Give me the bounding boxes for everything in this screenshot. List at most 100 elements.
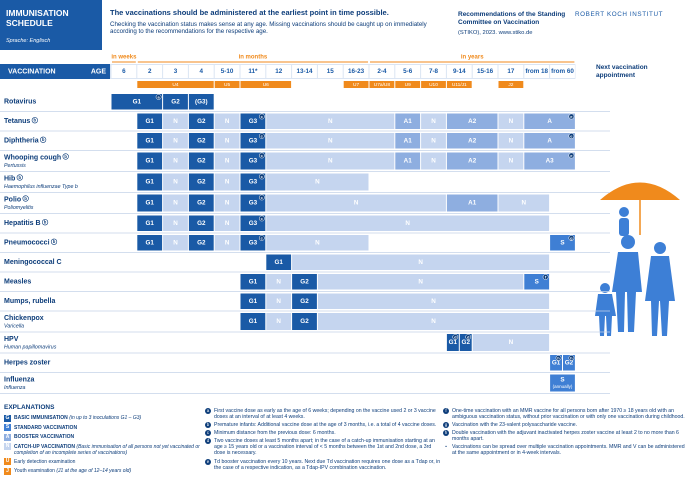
- vaccination-n: [163, 133, 188, 149]
- vaccination-label: G1: [249, 298, 258, 305]
- footnote-text: One-time vaccination with an MMR vaccine…: [452, 407, 685, 420]
- footnote-marker: [155, 94, 162, 100]
- legend-detail: (J1 at the age of 12–14 years old): [56, 468, 132, 474]
- vaccination-g: [188, 113, 214, 129]
- legend-label: Early detection examination: [14, 458, 76, 465]
- vaccination-label: G3: [249, 200, 258, 207]
- unit-label: in weeks: [111, 55, 137, 61]
- vaccination-label: S: [560, 239, 564, 246]
- checkup-label: U5: [224, 82, 230, 88]
- footnote-marker: [50, 238, 58, 245]
- vaccination-label: N: [225, 137, 230, 144]
- footnote-marker-label: a: [157, 94, 160, 99]
- vaccination-label: G1: [145, 158, 154, 165]
- legend-label: STANDARD VACCINATION: [14, 424, 78, 431]
- vaccination-label: N: [276, 318, 281, 325]
- age-label: 6: [122, 68, 126, 75]
- legend-key: N: [4, 443, 11, 450]
- vaccination-label: G1: [145, 200, 154, 207]
- footnote-key: h: [443, 429, 449, 436]
- vaccination-label: N: [418, 278, 423, 285]
- checkup-box: [498, 81, 524, 88]
- vaccine-name: Tetanus: [4, 118, 30, 125]
- vaccination-n: [421, 113, 446, 129]
- vaccination-label: N: [276, 278, 281, 285]
- footnote-marker-label: c: [261, 133, 264, 138]
- footnote-text: First vaccine dose as early as the age o…: [214, 407, 436, 420]
- vaccination-n: [266, 173, 369, 191]
- vaccination-n: [498, 152, 524, 170]
- vaccination-label: G2: [300, 318, 309, 325]
- vaccination-header: VACCINATION: [8, 68, 56, 75]
- vaccination-n: [498, 194, 550, 212]
- footnote-marker-label: d: [467, 334, 470, 339]
- footnote-marker: [568, 152, 575, 159]
- footnote-marker: [41, 219, 49, 226]
- vaccination-label: N: [225, 179, 230, 186]
- footnote-marker: [31, 117, 38, 124]
- checkup-label: U7: [353, 82, 359, 88]
- checkup-label: U9: [405, 82, 411, 88]
- vaccination-n: [266, 133, 395, 149]
- vaccination-label: N: [509, 118, 514, 125]
- age-cell: [395, 65, 421, 78]
- footnote-text: Vaccination with the 23-valent polysacch…: [452, 421, 578, 428]
- legend-key: A: [4, 433, 11, 441]
- vaccine-name: Meningococcal C: [4, 259, 62, 266]
- vaccine-subname: Varicella: [4, 323, 24, 329]
- vaccination-g: [188, 235, 214, 251]
- legend-text: STANDARD VACCINATION: [14, 425, 204, 431]
- vaccination-label: N: [354, 200, 359, 207]
- footnote-key: b: [205, 421, 211, 428]
- vaccination-label: G2: [171, 98, 180, 105]
- language: Sprache: Englisch: [6, 38, 51, 44]
- footnote-marker: [465, 334, 472, 340]
- vaccination-label: N: [173, 200, 178, 207]
- footnote-marker: [568, 355, 575, 361]
- vaccination-label: G3: [249, 158, 258, 165]
- vaccination-g: [446, 334, 459, 351]
- age-cell: [163, 65, 188, 78]
- vaccination-a: [524, 152, 575, 170]
- vaccination-n: [266, 274, 292, 290]
- checkup-box: [395, 81, 421, 88]
- checkup-box: [446, 81, 472, 88]
- vaccination-g: [188, 133, 214, 149]
- vaccination-n: [266, 152, 395, 170]
- vaccine-subname: Influenza: [4, 385, 26, 391]
- vaccination-label: G1: [133, 98, 142, 105]
- vaccination-label: N: [509, 339, 514, 346]
- vaccination-label: A1: [404, 118, 413, 125]
- footnote-marker: [258, 173, 265, 180]
- age-label: from 18: [525, 68, 548, 75]
- age-cell: [343, 65, 369, 78]
- footnote-marker-label: c: [261, 216, 264, 221]
- vaccination-label: A1: [404, 137, 413, 144]
- vaccination-n: [317, 293, 550, 309]
- footnote-marker-label: b: [64, 154, 67, 159]
- vaccination-label: N: [315, 179, 320, 186]
- vaccination-n: [214, 113, 240, 129]
- footnote-marker-label: h: [557, 355, 560, 360]
- age-cell: [446, 65, 472, 78]
- vaccination-label: G2: [197, 118, 206, 125]
- vaccination-n: [214, 133, 240, 149]
- vaccination-label: G2: [300, 278, 309, 285]
- vaccination-g: [137, 152, 163, 170]
- footnote-marker-label: c: [261, 174, 264, 179]
- age-cell: [266, 65, 292, 78]
- vaccination-label: G3: [249, 179, 258, 186]
- vaccine-name: Pneumococci: [4, 240, 50, 247]
- legend-text: BOOSTER VACCINATION: [14, 434, 204, 440]
- checkup-label: U4: [172, 82, 178, 88]
- footnote-text: Double vaccination with the adjuvant ina…: [452, 429, 679, 442]
- footnote-text: Premature infants: Additional vaccine do…: [214, 421, 437, 428]
- vaccination-g: [188, 152, 214, 170]
- vaccination-a: [524, 113, 575, 129]
- vaccination-label: N: [173, 179, 178, 186]
- vaccination-g: [137, 194, 163, 212]
- vaccination-g: [188, 194, 214, 212]
- vaccination-label: N: [405, 220, 410, 227]
- vaccination-label: A3: [546, 158, 555, 165]
